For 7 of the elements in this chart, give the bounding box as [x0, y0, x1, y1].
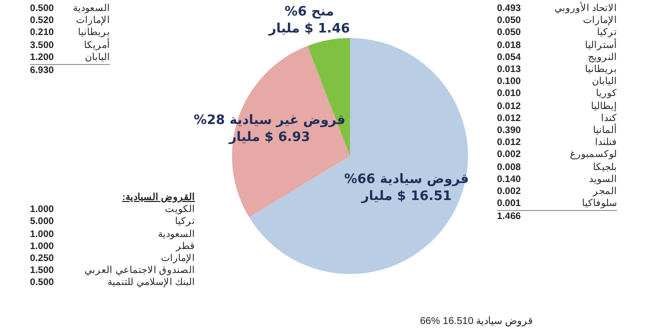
data-label: 16.51 $ مليار [360, 189, 452, 204]
text: قروض سيادية 16.510 %66 [420, 315, 533, 327]
category-label: قروض سيادية 66% [344, 172, 469, 188]
data-label: 1.46 $ مليار [268, 21, 350, 36]
category-label: منح 6% [284, 4, 334, 20]
data-label: 6.93 $ مليار [228, 130, 310, 145]
category-label: قروض غير سيادية 28% [194, 113, 346, 128]
